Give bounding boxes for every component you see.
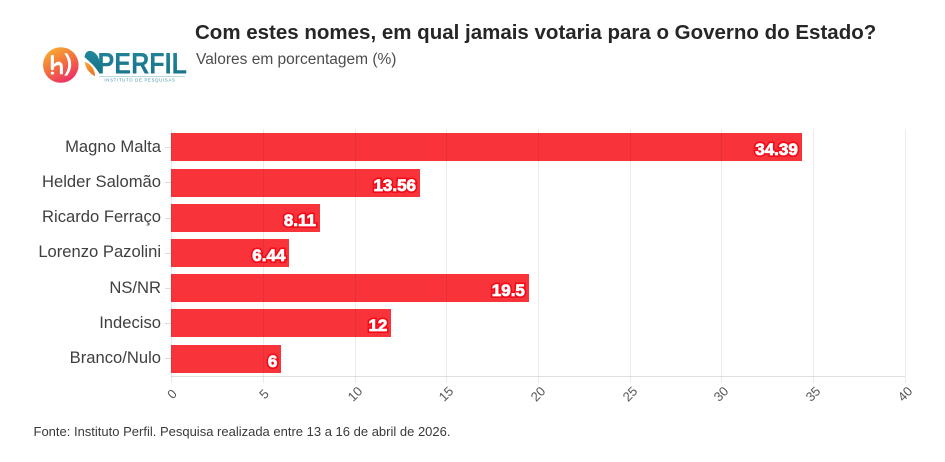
svg-text:INSTITUTO DE PESQUISAS: INSTITUTO DE PESQUISAS: [104, 77, 175, 82]
svg-text:PERFIL: PERFIL: [98, 47, 188, 81]
